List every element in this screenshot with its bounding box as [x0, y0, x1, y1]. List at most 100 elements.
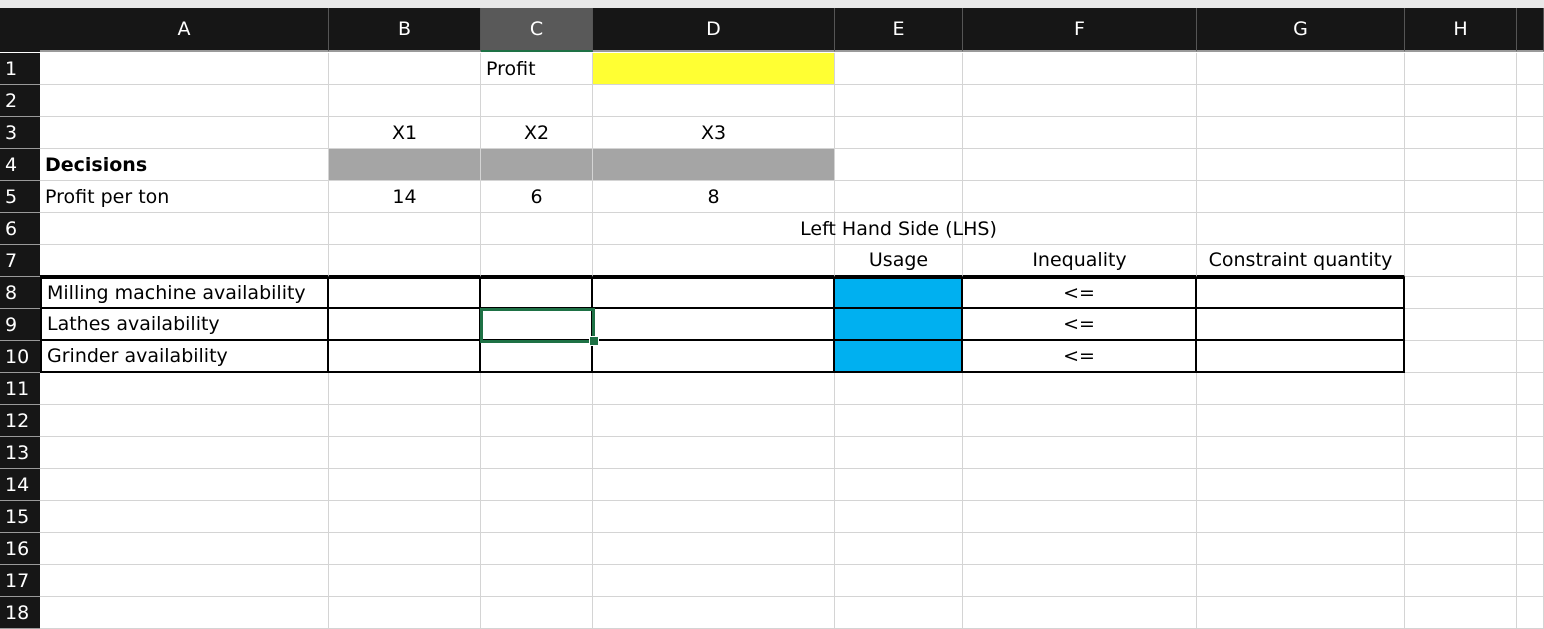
- cell-G8[interactable]: [1197, 277, 1405, 309]
- cell-C6[interactable]: [481, 213, 593, 245]
- cell-G3[interactable]: [1197, 117, 1405, 149]
- cell-B15[interactable]: [329, 501, 481, 533]
- cell-F12[interactable]: [963, 405, 1197, 437]
- cell-G7[interactable]: Constraint quantity: [1197, 245, 1405, 277]
- cell-I15[interactable]: [1517, 501, 1544, 533]
- cell-C14[interactable]: [481, 469, 593, 501]
- cell-A1[interactable]: [40, 53, 329, 85]
- fill-handle[interactable]: [589, 336, 599, 346]
- cell-C2[interactable]: [481, 85, 593, 117]
- cell-E12[interactable]: [835, 405, 963, 437]
- row-header-10[interactable]: 10: [0, 341, 40, 373]
- cell-F6[interactable]: [963, 213, 1197, 245]
- cell-G13[interactable]: [1197, 437, 1405, 469]
- cell-G5[interactable]: [1197, 181, 1405, 213]
- cell-A14[interactable]: [40, 469, 329, 501]
- cell-F18[interactable]: [963, 597, 1197, 629]
- cell-D1[interactable]: [593, 53, 835, 85]
- cell-H2[interactable]: [1405, 85, 1517, 117]
- cell-I2[interactable]: [1517, 85, 1544, 117]
- cell-E8[interactable]: [835, 277, 963, 309]
- cell-E13[interactable]: [835, 437, 963, 469]
- cell-B6[interactable]: [329, 213, 481, 245]
- column-header-G[interactable]: G: [1197, 8, 1405, 52]
- row-header-11[interactable]: 11: [0, 373, 40, 405]
- cell-H10[interactable]: [1405, 341, 1517, 373]
- cell-H18[interactable]: [1405, 597, 1517, 629]
- cell-B11[interactable]: [329, 373, 481, 405]
- cell-D2[interactable]: [593, 85, 835, 117]
- cell-I18[interactable]: [1517, 597, 1544, 629]
- cell-C11[interactable]: [481, 373, 593, 405]
- column-header-F[interactable]: F: [963, 8, 1197, 52]
- cell-F2[interactable]: [963, 85, 1197, 117]
- cell-C12[interactable]: [481, 405, 593, 437]
- cell-G6[interactable]: [1197, 213, 1405, 245]
- row-header-2[interactable]: 2: [0, 85, 40, 117]
- cell-B5[interactable]: 14: [329, 181, 481, 213]
- cell-D9[interactable]: [593, 309, 835, 341]
- cell-F9[interactable]: <=: [963, 309, 1197, 341]
- cell-A13[interactable]: [40, 437, 329, 469]
- cell-C17[interactable]: [481, 565, 593, 597]
- row-header-15[interactable]: 15: [0, 501, 40, 533]
- cell-B16[interactable]: [329, 533, 481, 565]
- cell-H16[interactable]: [1405, 533, 1517, 565]
- cell-E10[interactable]: [835, 341, 963, 373]
- cell-G9[interactable]: [1197, 309, 1405, 341]
- cell-H6[interactable]: [1405, 213, 1517, 245]
- row-header-9[interactable]: 9: [0, 309, 40, 341]
- cell-A15[interactable]: [40, 501, 329, 533]
- row-header-8[interactable]: 8: [0, 277, 40, 309]
- cell-B2[interactable]: [329, 85, 481, 117]
- cell-E2[interactable]: [835, 85, 963, 117]
- cell-D17[interactable]: [593, 565, 835, 597]
- cell-I7[interactable]: [1517, 245, 1544, 277]
- cell-G1[interactable]: [1197, 53, 1405, 85]
- cell-F1[interactable]: [963, 53, 1197, 85]
- cell-B17[interactable]: [329, 565, 481, 597]
- cell-A6[interactable]: [40, 213, 329, 245]
- cell-I4[interactable]: [1517, 149, 1544, 181]
- cell-H13[interactable]: [1405, 437, 1517, 469]
- cell-I10[interactable]: [1517, 341, 1544, 373]
- row-header-6[interactable]: 6: [0, 213, 40, 245]
- cell-B7[interactable]: [329, 245, 481, 277]
- cell-H12[interactable]: [1405, 405, 1517, 437]
- cell-C5[interactable]: 6: [481, 181, 593, 213]
- cell-C16[interactable]: [481, 533, 593, 565]
- column-header-A[interactable]: A: [40, 8, 329, 52]
- cell-H5[interactable]: [1405, 181, 1517, 213]
- cell-F4[interactable]: [963, 149, 1197, 181]
- cell-E7[interactable]: Usage: [835, 245, 963, 277]
- cell-I9[interactable]: [1517, 309, 1544, 341]
- cell-H11[interactable]: [1405, 373, 1517, 405]
- cell-E17[interactable]: [835, 565, 963, 597]
- row-header-14[interactable]: 14: [0, 469, 40, 501]
- cell-B9[interactable]: [329, 309, 481, 341]
- cell-H7[interactable]: [1405, 245, 1517, 277]
- row-header-16[interactable]: 16: [0, 533, 40, 565]
- cell-D7[interactable]: [593, 245, 835, 277]
- row-header-18[interactable]: 18: [0, 597, 40, 629]
- cell-C10[interactable]: [481, 341, 593, 373]
- cell-D10[interactable]: [593, 341, 835, 373]
- cell-A16[interactable]: [40, 533, 329, 565]
- cell-F11[interactable]: [963, 373, 1197, 405]
- row-header-5[interactable]: 5: [0, 181, 40, 213]
- cell-F7[interactable]: Inequality: [963, 245, 1197, 277]
- column-header-H[interactable]: H: [1405, 8, 1517, 52]
- cell-D13[interactable]: [593, 437, 835, 469]
- cell-H9[interactable]: [1405, 309, 1517, 341]
- cell-A7[interactable]: [40, 245, 329, 277]
- cell-A3[interactable]: [40, 117, 329, 149]
- cell-B13[interactable]: [329, 437, 481, 469]
- cell-I6[interactable]: [1517, 213, 1544, 245]
- cell-H15[interactable]: [1405, 501, 1517, 533]
- cell-H8[interactable]: [1405, 277, 1517, 309]
- cell-B3[interactable]: X1: [329, 117, 481, 149]
- cell-E3[interactable]: [835, 117, 963, 149]
- cell-I14[interactable]: [1517, 469, 1544, 501]
- cell-I16[interactable]: [1517, 533, 1544, 565]
- cell-F13[interactable]: [963, 437, 1197, 469]
